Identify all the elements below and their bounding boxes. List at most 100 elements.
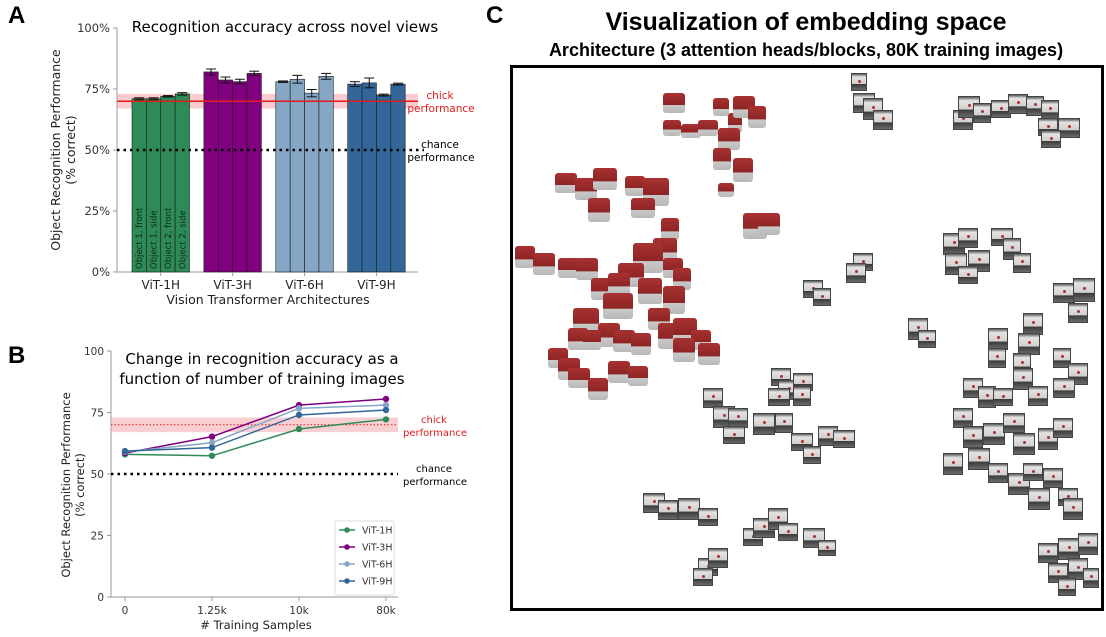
chart-b-ytick-label: 0	[97, 592, 104, 604]
chart-a-bar-label: Object 2, front	[164, 207, 174, 269]
embedding-thumbnail-object-2	[958, 228, 978, 248]
embedding-thumbnail-object-2	[968, 448, 990, 470]
embedding-thumbnail-object-1	[681, 124, 701, 138]
embedding-thumbnail-object-1	[613, 330, 635, 352]
embedding-thumbnail-object-2	[991, 100, 1011, 118]
embedding-thumbnail-object-2	[693, 568, 713, 586]
embedding-thumbnail-object-2	[958, 266, 978, 284]
chart-a-category-label: ViT-1H	[142, 278, 181, 292]
embedding-thumbnail-object-2	[973, 103, 991, 123]
embedding-thumbnail-object-1	[631, 333, 651, 355]
embedding-thumbnail-object-2	[988, 328, 1008, 350]
chart-a-bar	[376, 94, 392, 273]
chart-b-title-line2: function of number of training images	[119, 370, 404, 388]
embedding-thumbnail-object-1	[588, 198, 610, 222]
chart-b-title-line1: Change in recognition accuracy as a	[125, 350, 398, 368]
embedding-thumbnail-object-2	[1053, 283, 1075, 303]
embedding-thumbnail-object-2	[943, 453, 963, 475]
chart-b-point	[295, 405, 303, 412]
chart-a-bar	[361, 82, 377, 273]
embedding-thumbnail-object-1	[515, 246, 535, 268]
panel-label-b: B	[8, 342, 26, 369]
chart-a-bar	[304, 92, 320, 273]
chart-b-point	[208, 452, 216, 459]
chart-a-bar	[217, 79, 233, 273]
embedding-thumbnail-object-2	[918, 330, 936, 348]
chart-b-series-line	[124, 418, 387, 457]
embedding-thumbnail-object-2	[1053, 378, 1075, 398]
chart-b-ytick-label: 75	[91, 408, 104, 420]
chart-a-bar-chart: Recognition accuracy across novel views …	[48, 18, 475, 307]
chart-a-bar-label: Object 2, side	[178, 210, 188, 269]
embedding-thumbnail-object-1	[718, 128, 740, 150]
chart-b-xtick-label: 10k	[289, 605, 309, 617]
chart-b-point	[382, 416, 390, 423]
chart-b-line-chart: Change in recognition accuracy as a func…	[59, 346, 467, 632]
embedding-thumbnail-object-2	[803, 446, 821, 464]
chart-b-point	[295, 425, 303, 433]
embedding-thumbnail-object-2	[1068, 303, 1088, 323]
chart-a-chick-label: chick	[426, 90, 454, 102]
embedding-thumbnail-object-2	[753, 413, 775, 435]
chart-b-ylabel-unit: (% correct)	[73, 453, 87, 517]
embedding-thumbnail-object-1	[663, 93, 685, 113]
chart-b-ytick-label: 50	[91, 469, 104, 481]
embedding-thumbnail-object-1	[698, 120, 718, 136]
chart-a-ytick-label: 75%	[84, 82, 110, 96]
panel-label-c: C	[486, 2, 504, 29]
chart-b-legend-marker	[344, 527, 350, 533]
embedding-thumbnail-object-1	[583, 330, 601, 350]
chart-b-legend-label: ViT-9H	[362, 577, 392, 588]
embedding-thumbnail-object-1	[673, 338, 695, 362]
embedding-thumbnail-object-1	[698, 343, 720, 365]
embedding-thumbnail-object-1	[663, 120, 681, 136]
chart-b-legend-label: ViT-1H	[362, 526, 392, 537]
chart-b-xtick-label: 80k	[376, 605, 396, 617]
embedding-thumbnail-object-2	[1078, 533, 1098, 555]
chart-a-ylabel: Object Recognition Performance	[48, 49, 63, 251]
embedding-thumbnail-object-1	[588, 378, 608, 400]
embedding-thumbnail-object-2	[818, 540, 836, 556]
embedding-thumbnail-object-2	[708, 548, 728, 568]
chart-a-bar	[275, 81, 291, 273]
embedding-thumbnail-object-2	[1041, 130, 1061, 148]
chart-a-ytick-label: 50%	[84, 143, 110, 157]
embedding-thumbnail-object-1	[713, 98, 729, 116]
chart-b-point	[208, 444, 216, 451]
chart-a-chance-label-2: performance	[407, 152, 474, 164]
embedding-space-plot	[510, 65, 1104, 611]
chart-a-bar	[347, 83, 363, 273]
chart-a-bar	[289, 78, 305, 273]
embedding-thumbnail-object-2	[658, 500, 678, 520]
embedding-thumbnail-object-2	[1013, 253, 1031, 273]
embedding-thumbnail-object-2	[1023, 463, 1043, 481]
chart-b-point	[382, 401, 390, 409]
chart-a-bar	[232, 81, 248, 273]
embedding-thumbnail-object-1	[713, 148, 731, 170]
embedding-thumbnail-object-1	[575, 178, 597, 200]
embedding-thumbnail-object-1	[758, 213, 780, 235]
embedding-thumbnail-object-2	[768, 388, 790, 406]
embedding-thumbnail-object-2	[873, 110, 893, 130]
chart-b-point	[295, 411, 303, 419]
embedding-thumbnail-object-2	[988, 348, 1006, 368]
embedding-thumbnail-object-2	[1013, 433, 1035, 455]
chart-a-ytick-label: 0%	[92, 265, 110, 279]
embedding-thumbnail-object-2	[1053, 348, 1071, 368]
embedding-thumbnail-object-2	[1041, 100, 1059, 120]
chart-b-ytick-label: 25	[91, 531, 104, 543]
chart-b-legend-label: ViT-3H	[362, 543, 392, 554]
embedding-thumbnail-object-2	[1058, 118, 1080, 138]
chart-a-bar-label: Object 1, front	[135, 207, 145, 269]
chart-b-point	[208, 439, 216, 446]
embedding-thumbnail-object-1	[631, 198, 655, 218]
chart-b-chance-label: chance	[416, 464, 452, 475]
chart-b-point	[208, 433, 216, 440]
chart-b-legend-box	[334, 520, 395, 596]
embedding-thumbnail-object-1	[533, 253, 555, 275]
chart-b-legend-label: ViT-6H	[362, 560, 392, 571]
embedding-thumbnail-object-2	[963, 426, 983, 448]
chart-a-ylabel-unit: (% correct)	[63, 115, 78, 184]
chart-a-chance-label: chance	[421, 139, 459, 151]
chart-a-xlabel: Vision Transformer Architectures	[166, 292, 369, 307]
